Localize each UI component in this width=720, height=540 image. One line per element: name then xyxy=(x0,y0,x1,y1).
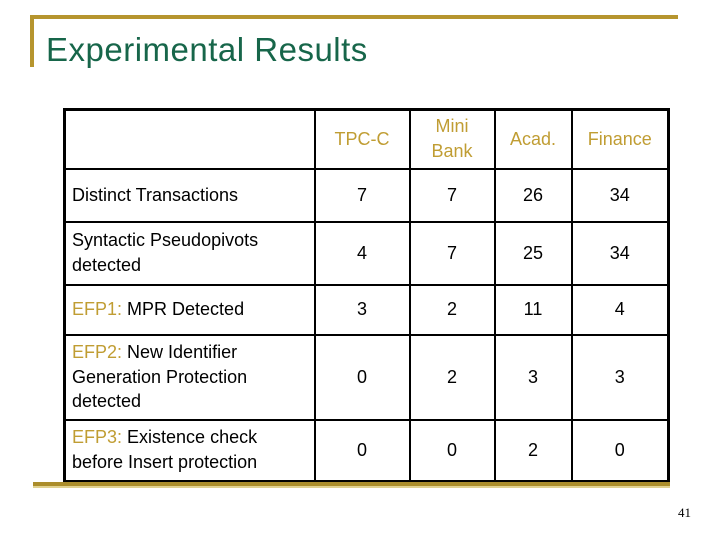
cell-value: 3 xyxy=(570,333,670,421)
page-number: 41 xyxy=(678,505,691,520)
top-accent-line xyxy=(30,15,678,19)
cell-value: 2 xyxy=(408,333,496,421)
table-row: Syntactic Pseudopivots detected 4 7 25 3… xyxy=(63,220,670,286)
header-cell-finance: Finance xyxy=(570,108,670,170)
cell-value: 0 xyxy=(570,418,670,483)
header-cell-tpcc: TPC-C xyxy=(313,108,411,170)
cell-value: 2 xyxy=(408,283,496,336)
row-label: EFP3: Existence check before Insert prot… xyxy=(63,418,316,483)
table-row: Distinct Transactions 7 7 26 34 xyxy=(63,167,670,223)
cell-value: 11 xyxy=(493,283,573,336)
row-label-text: Existence check before Insert protection xyxy=(72,427,258,473)
cell-value: 0 xyxy=(408,418,496,483)
row-label-text: New Identifier Generation Protection det… xyxy=(72,341,248,412)
header-cell-acad: Acad. xyxy=(493,108,573,170)
row-label: EFP2: New Identifier Generation Protecti… xyxy=(63,333,316,421)
cell-value: 0 xyxy=(313,418,411,483)
table-row: EFP1: MPR Detected 3 2 11 4 xyxy=(63,283,670,336)
cell-value: 34 xyxy=(570,167,670,223)
row-label-prefix: EFP2: xyxy=(72,341,123,362)
cell-value: 3 xyxy=(313,283,411,336)
cell-value: 7 xyxy=(408,167,496,223)
cell-value: 25 xyxy=(493,220,573,286)
table-row: EFP3: Existence check before Insert prot… xyxy=(63,418,670,483)
cell-value: 4 xyxy=(313,220,411,286)
cell-value: 3 xyxy=(493,333,573,421)
cell-value: 2 xyxy=(493,418,573,483)
results-table: TPC-C Mini Bank Acad. Finance Distinct T… xyxy=(63,108,670,483)
table-header-row: TPC-C Mini Bank Acad. Finance xyxy=(63,108,670,170)
header-cell-blank xyxy=(63,108,316,170)
title-accent-bracket xyxy=(30,15,34,67)
cell-value: 34 xyxy=(570,220,670,286)
cell-value: 26 xyxy=(493,167,573,223)
bottom-accent-line-dark xyxy=(33,482,670,486)
row-label-prefix: EFP1: xyxy=(72,299,123,320)
header-cell-minibank: Mini Bank xyxy=(408,108,496,170)
cell-value: 7 xyxy=(408,220,496,286)
row-label-prefix: EFP3: xyxy=(72,427,123,448)
row-label-text: MPR Detected xyxy=(122,299,245,320)
row-label-text: Syntactic Pseudopivots detected xyxy=(72,230,259,275)
table-row: EFP2: New Identifier Generation Protecti… xyxy=(63,333,670,421)
row-label-text: Distinct Transactions xyxy=(72,184,239,205)
cell-value: 4 xyxy=(570,283,670,336)
row-label: Distinct Transactions xyxy=(63,167,316,223)
bottom-accent-line xyxy=(33,482,670,488)
row-label: EFP1: MPR Detected xyxy=(63,283,316,336)
cell-value: 7 xyxy=(313,167,411,223)
bottom-accent-line-light xyxy=(33,486,670,488)
cell-value: 0 xyxy=(313,333,411,421)
slide-title: Experimental Results xyxy=(46,31,368,68)
row-label: Syntactic Pseudopivots detected xyxy=(63,220,316,286)
